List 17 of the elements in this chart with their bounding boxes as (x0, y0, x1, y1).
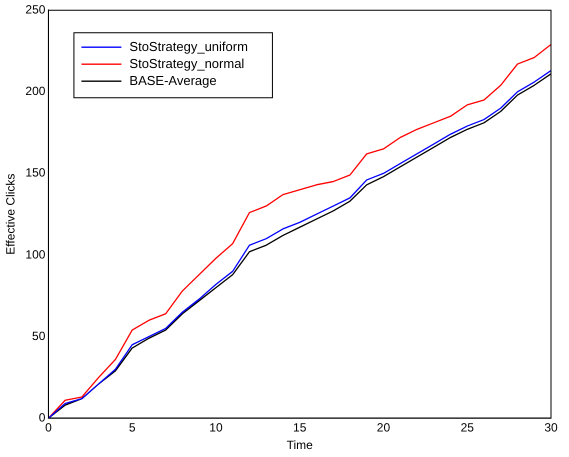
y-axis-title: Effective Clicks (4, 174, 18, 255)
y-tick-label: 50 (32, 328, 46, 343)
x-tick-label: 20 (376, 420, 390, 435)
x-tick-label: 15 (293, 420, 307, 435)
x-tick-label: 30 (544, 420, 558, 435)
y-tick-label: 0 (38, 410, 46, 425)
legend-label: StoStrategy_normal (129, 56, 244, 71)
y-tick-label: 200 (25, 84, 46, 98)
x-axis-title: Time (286, 438, 314, 452)
y-tick-label: 250 (25, 2, 46, 17)
legend-label: StoStrategy_uniform (129, 38, 248, 54)
x-tick-label: 5 (128, 420, 136, 435)
x-tick-label: 10 (209, 420, 223, 435)
y-tick-label: 150 (25, 166, 46, 180)
x-tick-label: 25 (460, 420, 474, 435)
y-tick-label: 100 (25, 247, 46, 262)
legend-label: BASE-Average (129, 72, 217, 88)
